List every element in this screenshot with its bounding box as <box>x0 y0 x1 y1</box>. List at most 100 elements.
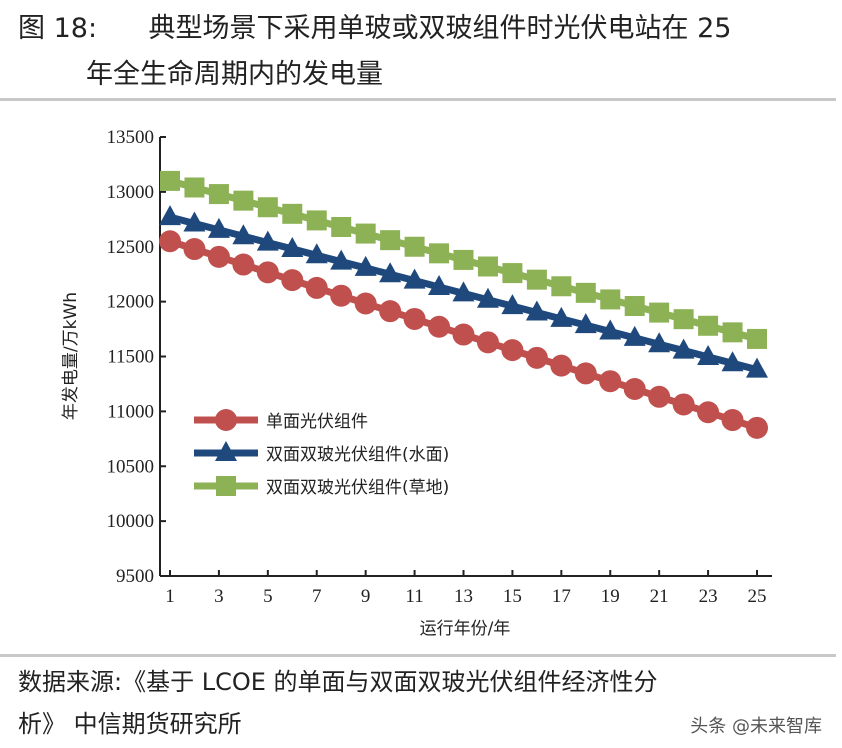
data-point-0 <box>232 253 255 276</box>
data-point-0 <box>672 393 695 416</box>
data-point-0 <box>452 323 475 346</box>
data-point-1 <box>354 255 377 276</box>
data-point-0 <box>330 284 353 307</box>
data-point-2 <box>698 315 719 336</box>
legend-label-2: 双面双玻光伏组件(草地) <box>266 478 449 498</box>
data-point-0 <box>746 416 768 439</box>
data-point-0 <box>697 401 720 424</box>
legend-marker-2 <box>216 476 236 496</box>
x-tick-label: 15 <box>503 586 522 607</box>
bottom-rule <box>0 654 836 657</box>
data-point-1 <box>207 217 230 238</box>
data-point-2 <box>306 210 327 231</box>
y-tick-label: 13000 <box>107 182 155 203</box>
source-line1: 数据来源:《基于 LCOE 的单面与双面双玻光伏组件经济性分 <box>18 668 658 696</box>
figure-title: 典型场景下采用单玻或双玻组件时光伏电站在 25 <box>148 13 732 44</box>
data-point-0 <box>501 339 524 362</box>
data-point-0 <box>599 370 622 393</box>
data-point-2 <box>355 223 376 244</box>
top-rule <box>0 98 836 101</box>
data-point-1 <box>256 230 279 251</box>
data-point-2 <box>404 236 425 257</box>
data-point-0 <box>550 354 573 377</box>
x-tick-label: 19 <box>601 586 620 607</box>
data-point-2 <box>331 216 352 237</box>
data-point-1 <box>672 338 695 359</box>
data-point-2 <box>747 328 767 349</box>
data-point-0 <box>159 230 181 253</box>
data-point-1 <box>305 243 328 264</box>
source-line2: 析》 中信期货研究所 <box>18 710 242 738</box>
x-tick-label: 17 <box>552 586 571 607</box>
data-point-2 <box>477 256 498 277</box>
data-point-1 <box>697 344 720 365</box>
data-point-0 <box>721 409 744 432</box>
data-point-2 <box>722 322 743 343</box>
data-point-2 <box>502 263 523 284</box>
data-point-1 <box>525 300 548 321</box>
y-axis-label: 年发电量/万kWh <box>61 292 81 420</box>
legend-label-0: 单面光伏组件 <box>266 412 368 432</box>
data-point-1 <box>574 313 597 334</box>
x-tick-label: 21 <box>650 586 669 607</box>
data-point-1 <box>648 332 671 353</box>
figure-number: 图 18: <box>18 13 98 44</box>
data-point-0 <box>428 315 451 338</box>
y-tick-label: 12500 <box>107 237 155 258</box>
legend-label-1: 双面双玻光伏组件(水面) <box>266 445 449 465</box>
data-point-0 <box>183 238 206 261</box>
data-point-2 <box>649 302 670 323</box>
data-point-2 <box>160 170 180 191</box>
data-point-0 <box>256 261 279 284</box>
data-point-1 <box>281 236 304 257</box>
data-point-1 <box>159 205 181 226</box>
x-tick-label: 5 <box>263 586 273 607</box>
data-point-0 <box>476 331 499 354</box>
data-point-0 <box>281 269 304 292</box>
data-point-0 <box>354 292 377 315</box>
data-point-2 <box>673 309 694 330</box>
legend-marker-0 <box>215 409 237 431</box>
data-point-1 <box>403 268 426 289</box>
data-point-1 <box>330 249 353 270</box>
figure-title-line1: 图 18: 典型场景下采用单玻或双玻组件时光伏电站在 25 <box>18 6 732 45</box>
x-tick-label: 9 <box>361 586 371 607</box>
data-point-1 <box>476 287 499 308</box>
data-point-0 <box>648 385 671 408</box>
data-point-1 <box>721 351 744 372</box>
legend-marker-1 <box>215 441 237 461</box>
data-point-0 <box>207 245 230 268</box>
data-point-2 <box>600 289 621 310</box>
x-tick-label: 25 <box>748 586 767 607</box>
x-tick-label: 1 <box>165 586 175 607</box>
data-point-1 <box>623 325 646 346</box>
data-point-2 <box>257 197 278 218</box>
y-tick-label: 11500 <box>107 347 154 368</box>
data-point-2 <box>233 190 254 211</box>
data-point-2 <box>184 177 205 198</box>
y-tick-label: 12000 <box>107 292 155 313</box>
y-tick-label: 13500 <box>107 127 155 148</box>
data-point-1 <box>232 224 255 245</box>
y-tick-label: 10500 <box>107 456 155 477</box>
data-point-0 <box>379 300 402 323</box>
data-point-2 <box>575 282 596 303</box>
x-tick-label: 7 <box>312 586 322 607</box>
data-point-0 <box>623 377 646 400</box>
data-point-1 <box>183 211 206 232</box>
data-point-0 <box>403 307 426 330</box>
data-point-1 <box>379 262 402 283</box>
x-tick-label: 23 <box>699 586 718 607</box>
x-tick-label: 11 <box>405 586 423 607</box>
x-axis-label: 运行年份/年 <box>420 619 511 639</box>
data-point-2 <box>526 269 547 290</box>
data-point-2 <box>624 296 645 317</box>
data-point-0 <box>305 276 328 299</box>
data-point-1 <box>599 319 622 340</box>
data-point-0 <box>574 362 597 385</box>
x-tick-label: 3 <box>214 586 224 607</box>
data-point-2 <box>282 203 303 224</box>
data-point-1 <box>501 294 524 315</box>
data-point-1 <box>550 306 573 327</box>
